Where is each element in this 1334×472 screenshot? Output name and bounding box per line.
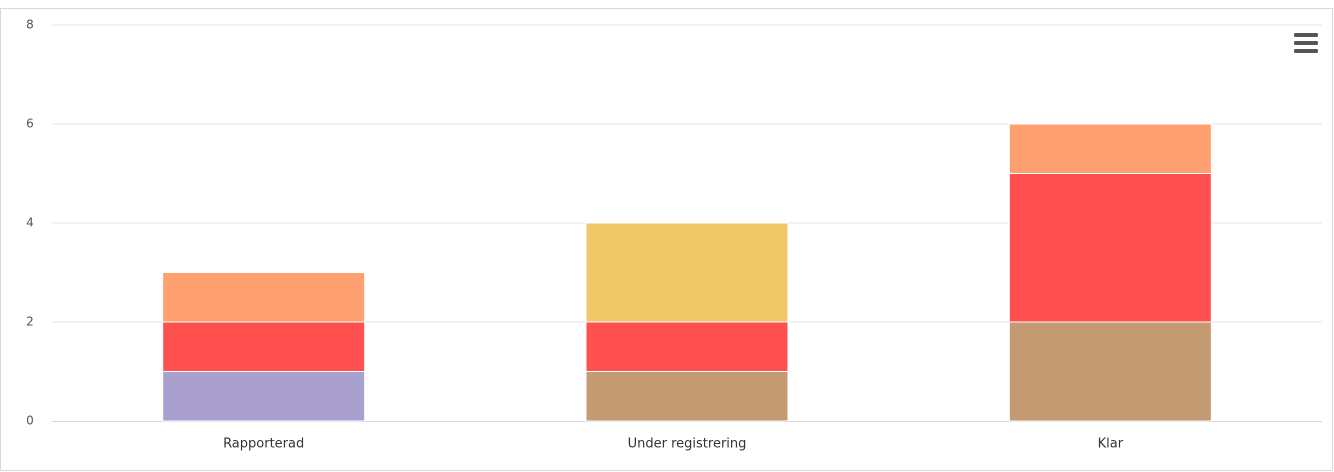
- y-tick-label: 6: [26, 117, 34, 131]
- y-tick-label: 2: [26, 315, 34, 329]
- bar-segment: [585, 321, 789, 372]
- bar-segment: [1008, 173, 1212, 323]
- bar-segment: [162, 321, 366, 372]
- x-tick-label: Under registrering: [628, 437, 747, 452]
- x-tick-label: Klar: [1098, 437, 1124, 452]
- bar-segment: [162, 371, 366, 422]
- bar-segment: [585, 371, 789, 422]
- y-tick-label: 0: [26, 414, 34, 428]
- x-tick-label: Rapporterad: [223, 437, 304, 452]
- y-tick-label: 4: [26, 216, 34, 230]
- bar-segment: [585, 222, 789, 323]
- bar-segment: [1008, 321, 1212, 422]
- chart-border: [0, 8, 1333, 471]
- y-tick-label: 8: [26, 18, 34, 32]
- menu-icon[interactable]: [1294, 33, 1318, 53]
- bar-segment: [162, 272, 366, 323]
- bar-segment: [1008, 123, 1212, 174]
